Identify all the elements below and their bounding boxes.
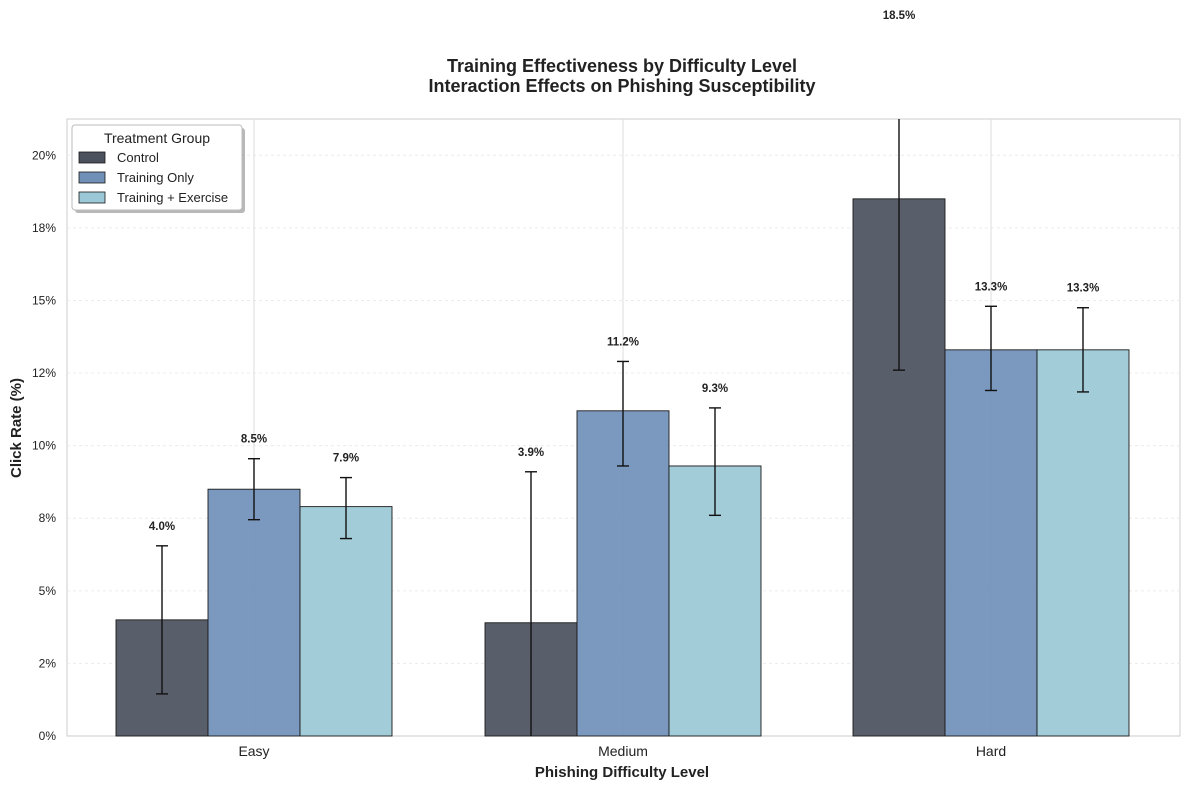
x-tick-label: Hard — [976, 743, 1006, 759]
legend: Treatment Group Control Training Only Trai… — [71, 124, 245, 213]
y-tick-label: 18% — [32, 221, 56, 235]
bar — [299, 506, 393, 737]
legend-label: Training Only — [117, 170, 194, 185]
data-label: 11.2% — [607, 336, 639, 348]
legend-box — [71, 124, 243, 211]
legend-swatch — [78, 191, 106, 204]
chart-title: Training Effectiveness by Difficulty Lev… — [447, 56, 797, 76]
x-tick-label: Medium — [598, 743, 648, 759]
data-label: 18.5% — [883, 10, 916, 22]
legend-label: Training + Exercise — [117, 190, 228, 205]
data-label: 13.3% — [1067, 283, 1100, 295]
y-tick-label: 12% — [32, 366, 56, 380]
legend-swatch — [78, 151, 106, 164]
y-axis-label: Click Rate (%) — [8, 378, 25, 478]
legend-items: Control Training Only Training + Exercise — [78, 150, 228, 205]
y-tick-label: 15% — [32, 293, 56, 307]
y-tick-label: 8% — [39, 511, 57, 525]
error-bars-layer — [156, 119, 1089, 736]
y-tick-label: 10% — [32, 439, 56, 453]
data-label: 7.9% — [333, 453, 359, 465]
bar — [1036, 349, 1130, 737]
y-tick-label: 2% — [39, 656, 57, 670]
bar — [944, 349, 1038, 737]
x-tick-labels: Easy Medium Hard — [238, 743, 1006, 759]
legend-label: Control — [117, 150, 159, 165]
x-axis-label: Phishing Difficulty Level — [535, 764, 709, 781]
y-tick-label: 20% — [32, 148, 56, 162]
data-label: 4.0% — [149, 521, 175, 533]
chart-subtitle: Interaction Effects on Phishing Suscepti… — [428, 76, 815, 96]
x-tick-label: Easy — [238, 743, 269, 759]
legend-swatch — [78, 171, 106, 184]
data-label: 8.5% — [241, 434, 267, 446]
y-tick-label: 0% — [39, 729, 57, 743]
data-labels-layer: 4.0% 8.5% 7.9% 3.9% 11.2% 9.3% 18.5% 13.3% 13.3% — [149, 10, 1099, 533]
data-label: 9.3% — [702, 383, 728, 395]
bars-layer — [115, 198, 1130, 737]
data-label: 13.3% — [975, 281, 1008, 293]
legend-title: Treatment Group — [104, 130, 210, 146]
bar — [207, 488, 301, 737]
y-tick-labels: 0% 2% 5% 8% 10% 12% 15% 18% 20% — [32, 148, 56, 743]
y-tick-label: 5% — [39, 584, 57, 598]
data-label: 3.9% — [518, 447, 544, 459]
